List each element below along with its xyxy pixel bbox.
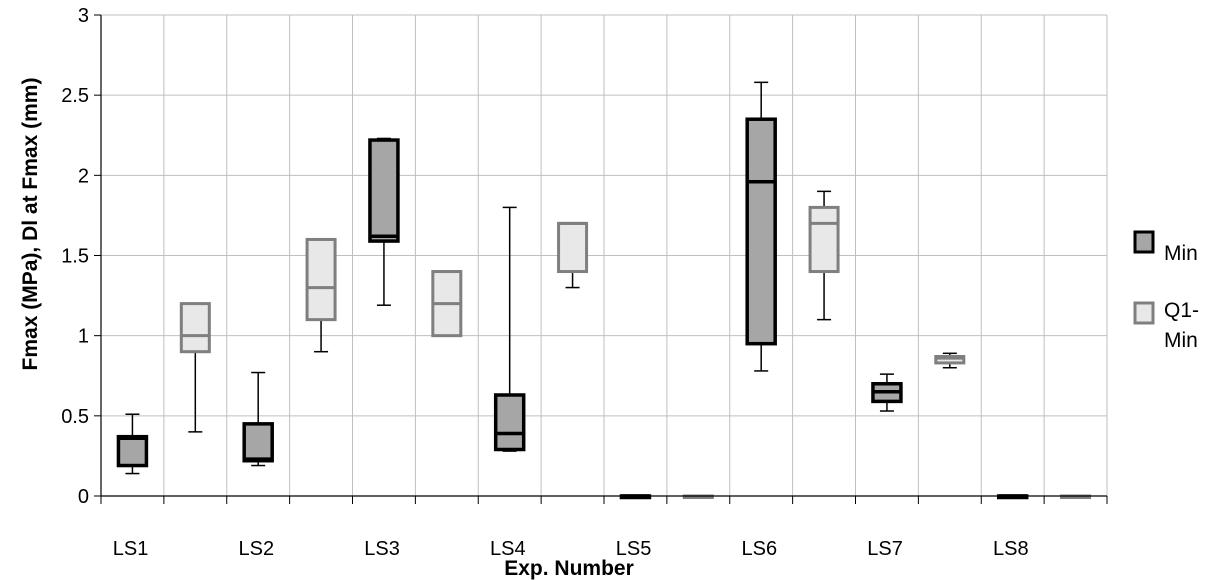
box-ls2-min <box>242 371 274 467</box>
iqr-box <box>116 434 149 468</box>
y-tick-label: 3 <box>78 5 89 27</box>
iqr-box <box>368 138 400 243</box>
x-tick-labels: LS1 LS2 LS3 LS4 LS5 LS6 LS7 LS8 <box>113 538 1029 560</box>
y-axis-title: Fmax (MPa), Dl at Fmax (mm) <box>19 78 42 371</box>
x-tick-label: LS7 <box>867 538 903 560</box>
box-ls7-q1-min <box>934 352 966 369</box>
y-tick-labels: 0 0.5 1 1.5 2 2.5 3 <box>61 5 89 508</box>
box-ls1-min <box>116 413 149 475</box>
x-tick-label: LS5 <box>616 538 652 560</box>
legend-label-min: Min <box>1164 242 1198 265</box>
legend: Min Q1- Min <box>1133 230 1199 352</box>
iqr-box <box>493 393 526 452</box>
box-ls6-q1-min <box>808 190 840 321</box>
box-ls2-q1-min <box>305 237 337 353</box>
legend-swatch-q1-min <box>1133 301 1155 325</box>
y-tick-label: 0.5 <box>61 406 89 428</box>
y-tick-label: 0 <box>78 486 89 508</box>
iqr-box <box>242 422 274 463</box>
box-ls6-min <box>745 81 777 372</box>
legend-label-q1-min: Min <box>1164 329 1198 352</box>
iqr-box <box>808 205 840 274</box>
y-tick-label: 1.5 <box>61 246 89 268</box>
iqr-box <box>305 237 337 322</box>
y-tick-label: 1 <box>78 326 89 348</box>
legend-label-q1-min: Q1- <box>1164 299 1199 322</box>
iqr-box <box>934 355 966 365</box>
x-tick-label: LS2 <box>239 538 275 560</box>
iqr-box <box>557 221 589 274</box>
x-tick-label: LS3 <box>364 538 400 560</box>
iqr-box <box>179 302 211 354</box>
axes <box>94 14 1108 504</box>
x-tick-label: LS1 <box>113 538 149 560</box>
legend-swatch-min <box>1133 230 1155 254</box>
x-tick-label: LS4 <box>490 538 526 560</box>
x-tick-label: LS8 <box>993 538 1029 560</box>
x-axis-title: Exp. Number <box>504 557 634 580</box>
box-series <box>116 81 1092 500</box>
x-tick-label: LS6 <box>742 538 778 560</box>
iqr-box <box>745 117 777 346</box>
box-ls4-q1-min <box>557 221 589 289</box>
box-ls3-q1-min <box>431 270 463 338</box>
box-ls1-q1-min <box>179 302 211 433</box>
box-ls4-min <box>493 206 526 452</box>
gridlines <box>101 14 1108 496</box>
y-tick-label: 2 <box>78 165 89 187</box>
y-tick-label: 2.5 <box>61 85 89 107</box>
box-ls3-min <box>368 137 400 306</box>
box-ls7-min <box>871 373 903 412</box>
